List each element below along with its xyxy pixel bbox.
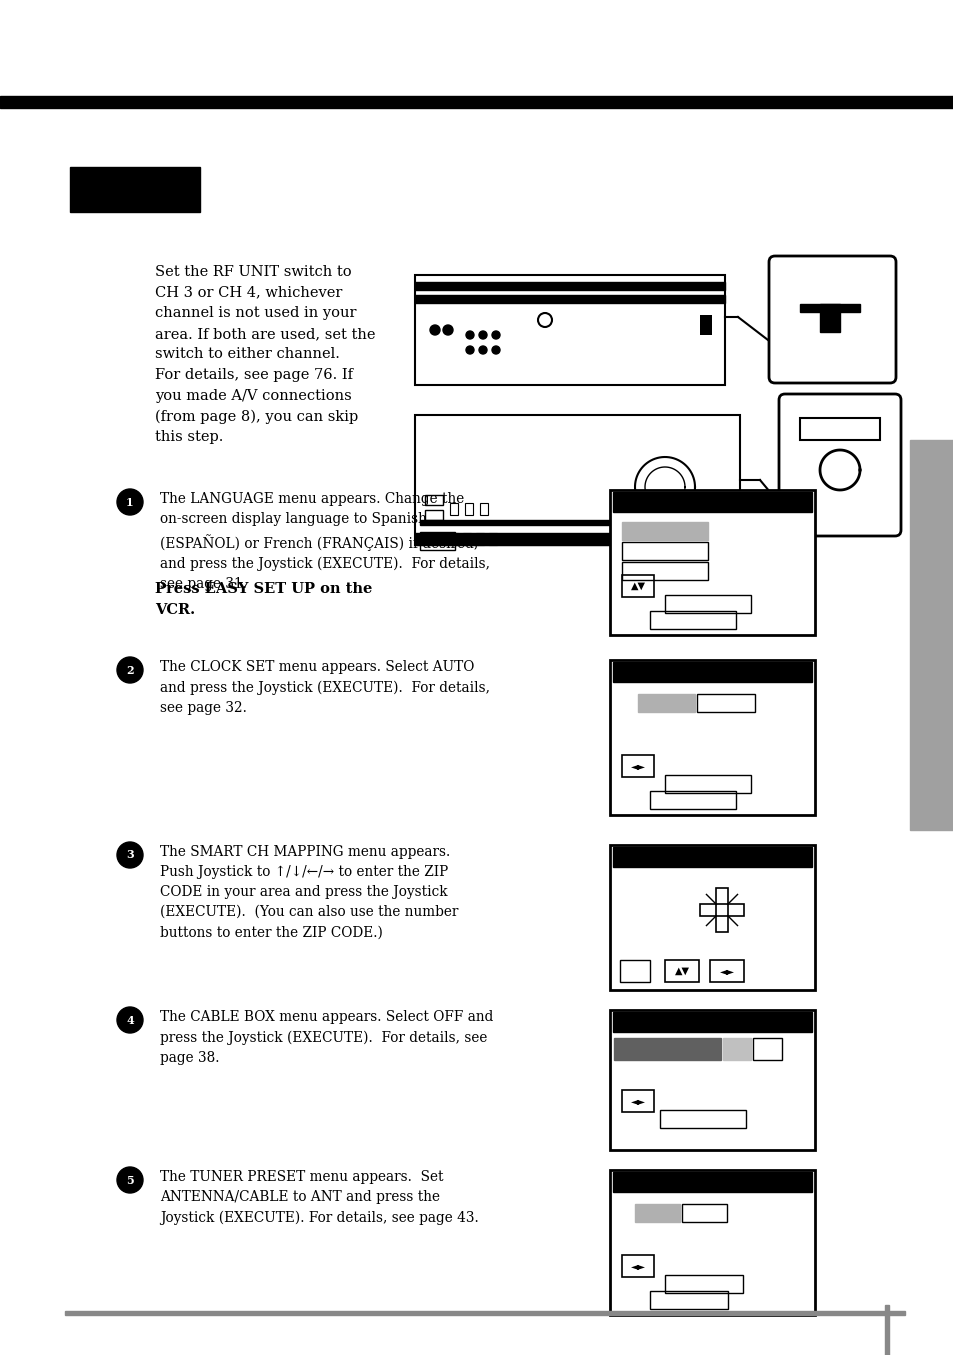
- Text: The CABLE BOX menu appears. Select OFF and
press the Joystick (EXECUTE).  For de: The CABLE BOX menu appears. Select OFF a…: [160, 1009, 493, 1065]
- Bar: [65, 1312, 904, 1314]
- Bar: [476, 533, 483, 545]
- Bar: [609, 1009, 814, 1150]
- Text: 1: 1: [126, 496, 133, 508]
- FancyBboxPatch shape: [768, 256, 895, 383]
- Bar: [884, 1305, 888, 1355]
- Bar: [700, 904, 743, 916]
- Bar: [681, 1205, 726, 1222]
- Bar: [613, 1012, 811, 1033]
- Text: Set the RF UNIT switch to
CH 3 or CH 4, whichever
channel is not used in your
ar: Set the RF UNIT switch to CH 3 or CH 4, …: [154, 266, 375, 444]
- Text: The CLOCK SET menu appears. Select AUTO
and press the Joystick (EXECUTE).  For d: The CLOCK SET menu appears. Select AUTO …: [160, 660, 490, 714]
- Bar: [614, 1038, 720, 1060]
- Bar: [609, 1169, 814, 1314]
- Bar: [415, 533, 740, 545]
- Bar: [619, 959, 649, 982]
- Bar: [613, 1172, 811, 1192]
- Bar: [415, 295, 724, 304]
- Bar: [664, 595, 750, 612]
- Bar: [479, 503, 488, 515]
- Bar: [635, 1205, 679, 1222]
- Text: ◄►: ◄►: [630, 762, 645, 771]
- Bar: [450, 533, 457, 545]
- Bar: [700, 314, 711, 335]
- FancyBboxPatch shape: [779, 394, 900, 537]
- Bar: [621, 575, 654, 598]
- Bar: [621, 755, 654, 776]
- Bar: [621, 1255, 654, 1276]
- Bar: [753, 1038, 781, 1060]
- Circle shape: [117, 489, 143, 515]
- Circle shape: [442, 325, 453, 335]
- Text: 4: 4: [126, 1015, 133, 1026]
- Bar: [820, 304, 840, 332]
- Circle shape: [478, 331, 486, 339]
- Bar: [800, 417, 879, 440]
- Text: ◄►: ◄►: [630, 1096, 645, 1106]
- Bar: [609, 491, 814, 635]
- Bar: [613, 847, 811, 867]
- Bar: [609, 660, 814, 814]
- Text: 5: 5: [126, 1175, 133, 1186]
- Bar: [424, 495, 442, 505]
- Bar: [613, 663, 811, 682]
- Text: ▲▼: ▲▼: [674, 966, 689, 976]
- Text: Press EASY SET UP on the
VCR.: Press EASY SET UP on the VCR.: [154, 583, 372, 617]
- Bar: [697, 694, 754, 711]
- Bar: [419, 520, 734, 524]
- Bar: [419, 542, 455, 550]
- Circle shape: [117, 841, 143, 869]
- Bar: [716, 888, 727, 932]
- Bar: [621, 562, 707, 580]
- Bar: [664, 959, 699, 982]
- Bar: [621, 542, 707, 560]
- Circle shape: [117, 1167, 143, 1192]
- Bar: [70, 167, 200, 211]
- Bar: [909, 440, 953, 831]
- Bar: [415, 282, 724, 290]
- Text: The LANGUAGE menu appears. Change the
on-screen display language to Spanish
(ESP: The LANGUAGE menu appears. Change the on…: [160, 492, 490, 591]
- Text: The SMART CH MAPPING menu appears.
Push Joystick to ↑/↓/←/→ to enter the ZIP
COD: The SMART CH MAPPING menu appears. Push …: [160, 846, 457, 939]
- Bar: [621, 1089, 654, 1112]
- Circle shape: [478, 346, 486, 354]
- Bar: [450, 503, 457, 515]
- Bar: [462, 533, 471, 545]
- Bar: [800, 304, 859, 312]
- Bar: [419, 533, 455, 541]
- Text: 2: 2: [126, 664, 133, 676]
- Circle shape: [117, 657, 143, 683]
- Bar: [664, 1275, 742, 1293]
- Bar: [649, 611, 736, 629]
- Text: ▲▼: ▲▼: [630, 581, 645, 591]
- Text: The TUNER PRESET menu appears.  Set
ANTENNA/CABLE to ANT and press the
Joystick : The TUNER PRESET menu appears. Set ANTEN…: [160, 1169, 478, 1225]
- Bar: [721, 1038, 751, 1060]
- Bar: [621, 522, 707, 541]
- Bar: [609, 846, 814, 991]
- Circle shape: [465, 331, 474, 339]
- Bar: [464, 503, 473, 515]
- Bar: [415, 275, 724, 385]
- Bar: [664, 775, 750, 793]
- Bar: [415, 415, 740, 545]
- Circle shape: [430, 325, 439, 335]
- Circle shape: [492, 331, 499, 339]
- Bar: [649, 1291, 727, 1309]
- Bar: [659, 1110, 745, 1127]
- Bar: [638, 694, 695, 711]
- Bar: [709, 959, 743, 982]
- Text: 3: 3: [126, 850, 133, 860]
- Bar: [424, 509, 442, 520]
- Text: ◄►: ◄►: [630, 1262, 645, 1271]
- Text: ◄►: ◄►: [719, 966, 734, 976]
- Bar: [489, 533, 497, 545]
- Circle shape: [465, 346, 474, 354]
- Bar: [613, 492, 811, 512]
- Circle shape: [492, 346, 499, 354]
- Bar: [0, 96, 953, 108]
- Circle shape: [117, 1007, 143, 1033]
- Bar: [649, 791, 736, 809]
